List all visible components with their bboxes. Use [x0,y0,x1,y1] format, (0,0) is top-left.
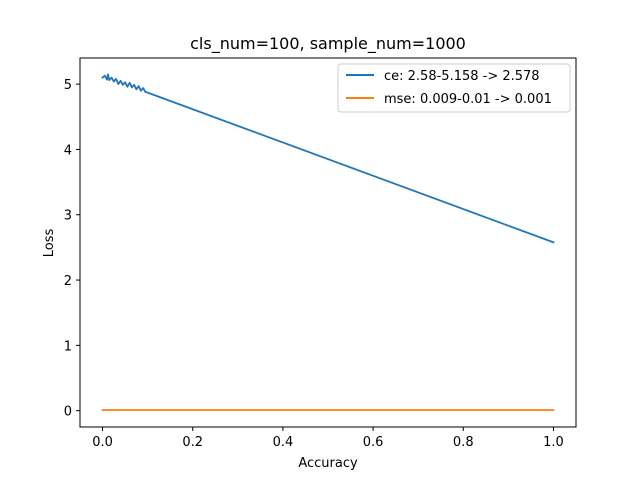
x-tick-label: 0.2 [182,435,203,450]
series-line-0 [101,73,555,244]
x-tick-label: 0.8 [453,435,474,450]
legend: ce: 2.58-5.158 -> 2.578 mse: 0.009-0.01 … [337,63,571,113]
plot-area [80,58,576,427]
y-tick-label: 2 [64,274,72,289]
y-tick-label: 5 [64,78,72,93]
y-tick-label: 1 [64,339,72,354]
x-tick-label: 0.4 [273,435,294,450]
y-axis: 0 1 2 3 4 5 [64,78,80,420]
x-axis: 0.0 0.2 0.4 0.6 0.8 1.0 [92,427,564,450]
legend-label-mse: mse: 0.009-0.01 -> 0.001 [384,92,552,107]
x-tick-label: 0.6 [363,435,384,450]
y-tick-label: 3 [64,209,72,224]
y-tick-label: 4 [64,143,72,158]
y-axis-title: Loss [42,229,57,258]
legend-label-ce: ce: 2.58-5.158 -> 2.578 [384,69,540,84]
legend-box [337,63,571,113]
series-layer [101,73,555,411]
x-axis-title: Accuracy [298,456,358,471]
plot-frame [79,57,577,428]
x-tick-label: 0.0 [92,435,113,450]
x-tick-label: 1.0 [543,435,564,450]
chart-title: cls_num=100, sample_num=1000 [190,34,466,54]
y-tick-label: 0 [64,405,72,420]
